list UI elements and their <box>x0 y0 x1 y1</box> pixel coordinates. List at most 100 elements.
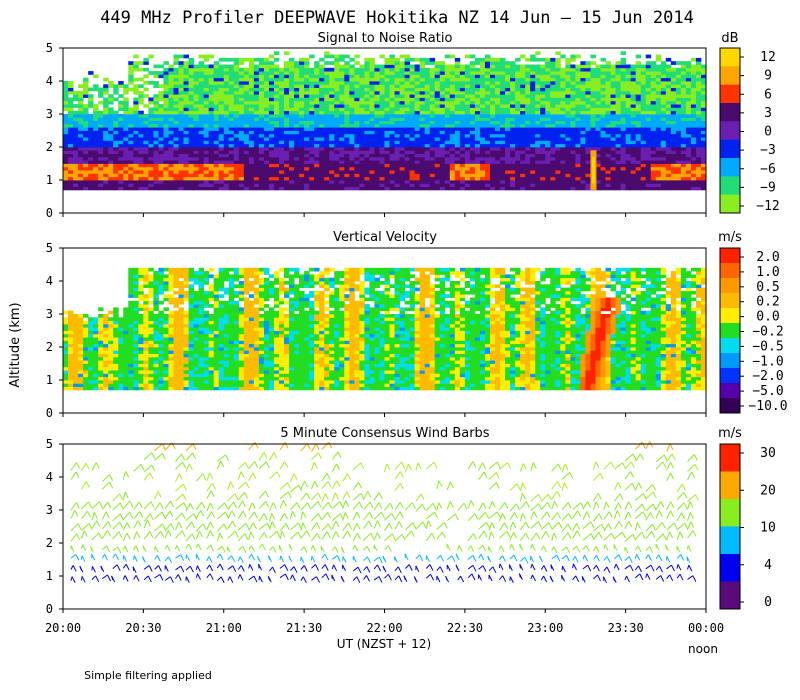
wind-barb <box>352 501 363 510</box>
wind-barb <box>666 574 674 582</box>
wind-barb <box>655 454 668 463</box>
velocity-unit-label: m/s <box>718 230 742 245</box>
wind-barb <box>530 462 537 471</box>
wind-barb <box>290 522 302 531</box>
wind-barb <box>237 492 248 501</box>
wind-barb <box>519 512 526 522</box>
wind-barb <box>382 555 387 563</box>
wind-barb <box>227 530 239 539</box>
wind-barb <box>237 574 244 581</box>
wind-barb <box>498 545 505 552</box>
wind-barb <box>258 513 268 522</box>
wind-barb <box>185 543 193 551</box>
wind-barb <box>551 491 561 500</box>
wind-barb <box>508 564 513 571</box>
wind-barb <box>436 502 443 511</box>
wind-barb <box>195 543 202 551</box>
wind-barb <box>613 482 622 491</box>
wind-barb <box>331 463 341 473</box>
snr-colorbar-swatch <box>720 66 740 85</box>
wind-barb <box>413 576 418 583</box>
wind-barb <box>175 530 186 539</box>
wind-barb <box>634 441 646 450</box>
wind-barb <box>279 555 285 563</box>
wind-barb <box>436 566 444 573</box>
wind-barb <box>394 575 403 583</box>
wind-barb <box>290 531 302 540</box>
wind-barb <box>593 523 606 532</box>
wind-barb <box>321 493 329 502</box>
wind-barb <box>687 545 692 552</box>
wind-barb <box>405 530 415 539</box>
wind-barb <box>175 473 183 482</box>
y-tick-label: 0 <box>46 406 53 420</box>
wind-barb <box>279 491 292 500</box>
wind-barb <box>530 555 535 563</box>
wind-barb <box>112 513 124 522</box>
y-tick-label: 4 <box>46 274 53 288</box>
wind-barb <box>248 545 255 552</box>
y-tick-label: 1 <box>46 569 53 583</box>
wind-barb <box>509 544 515 551</box>
velocity-colorbar-tick: −0.5 <box>752 339 783 354</box>
wind-barb <box>164 530 172 539</box>
wind-barb <box>540 511 551 520</box>
wind-barb <box>216 532 224 542</box>
wind-barb <box>613 510 621 519</box>
wind-barb <box>154 523 166 532</box>
wind-barb <box>164 565 169 572</box>
wind-barb <box>394 511 404 520</box>
wind-barb <box>676 522 689 531</box>
wind-barb <box>393 556 398 563</box>
wind-barb <box>111 575 116 583</box>
wind-barb <box>342 500 350 509</box>
wind-barb <box>645 503 657 512</box>
wind-barb <box>352 544 359 552</box>
wind-barb <box>164 510 174 520</box>
wind-barb <box>143 464 156 473</box>
wind-barb <box>572 556 579 563</box>
wind-barb <box>70 533 81 542</box>
wind-barb <box>112 521 124 530</box>
wind-barb <box>404 553 409 561</box>
wind-barb <box>593 555 600 562</box>
wind-barb <box>91 501 103 510</box>
wind-barb <box>269 471 281 480</box>
wind-barb <box>676 512 686 521</box>
y-tick-label: 5 <box>46 41 53 55</box>
wind-barb <box>561 554 570 562</box>
wind-barb <box>593 564 600 572</box>
wind-barb <box>288 555 293 563</box>
wind-barb <box>248 575 258 583</box>
y-tick-label: 3 <box>46 107 53 121</box>
wind-barb <box>81 576 86 583</box>
y-axis-label: Altitude (km) <box>8 302 23 387</box>
x-axis-note: noon <box>688 642 718 656</box>
wind-barb <box>614 462 627 470</box>
wind-barb <box>373 532 381 541</box>
wind-barb <box>310 522 321 531</box>
wind-barb <box>561 574 566 582</box>
wind-barb <box>321 531 331 540</box>
wind-barb <box>488 461 501 470</box>
snr-colorbar-tick: 0 <box>764 125 772 140</box>
wind-unit-label: m/s <box>718 426 742 441</box>
wind-barb <box>498 563 504 571</box>
y-tick-label: 2 <box>46 140 53 154</box>
wind-barb <box>311 492 322 501</box>
y-tick-label: 3 <box>46 503 53 517</box>
wind-barb <box>175 521 183 531</box>
wind-barb <box>363 520 373 529</box>
wind-barb <box>154 546 159 553</box>
wind-barb <box>101 501 112 510</box>
wind-barb <box>687 564 693 572</box>
wind-barb <box>415 503 426 512</box>
velocity-colorbar-swatch <box>720 248 740 264</box>
wind-barb <box>645 564 655 572</box>
wind-barb <box>467 573 476 581</box>
wind-barb <box>278 545 283 552</box>
wind-barb <box>561 463 569 473</box>
snr-colorbar-tick: −3 <box>760 143 776 158</box>
wind-barb <box>227 493 239 502</box>
wind-barb <box>112 493 124 502</box>
